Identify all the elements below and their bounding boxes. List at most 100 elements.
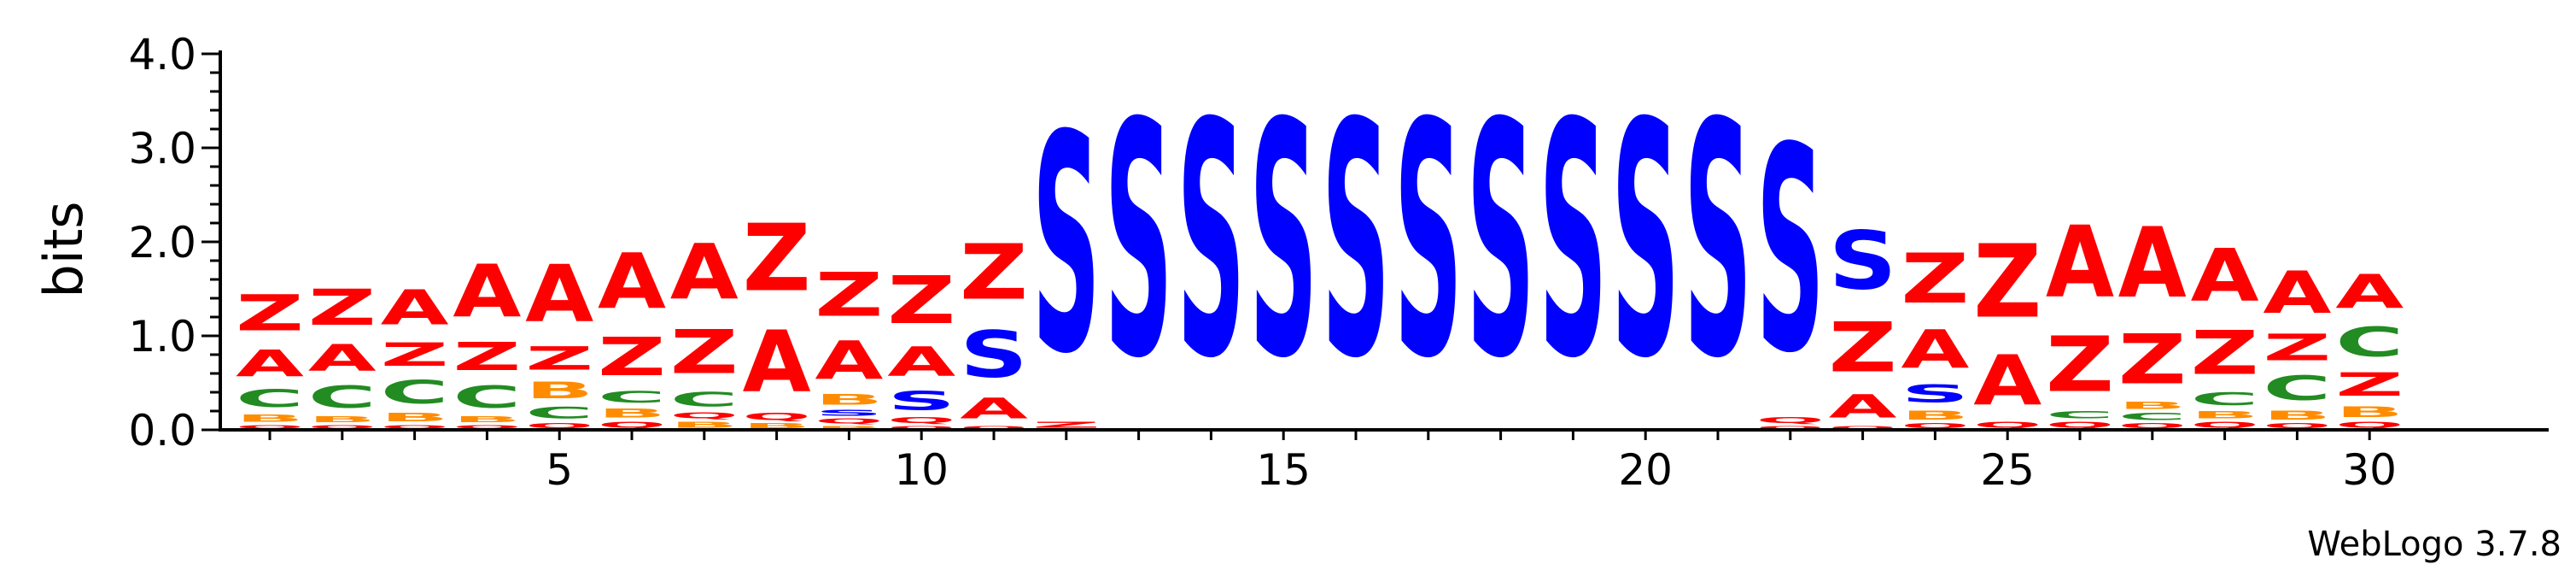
y-tick-label: 4.0 [128,30,196,79]
logo-glyph-a: A [1829,388,1897,426]
logo-glyph-a: A [2046,206,2114,320]
logo-glyph-z: Z [815,260,883,330]
logo-glyph-c: C [2335,319,2404,366]
logo-glyph-a: A [453,250,521,335]
x-tick-label: 15 [1256,445,1311,495]
logo-glyphs: QBCAZQBCAZQBCZAQBCZAQCBZAQBCZABQCZABQAZB… [236,56,2404,430]
logo-axes: 0.0 1.0 2.0 3.0 4.0 5 10 15 20 25 30 [128,30,2549,495]
logo-glyph-b: B [236,413,304,424]
logo-glyph-a: A [2118,208,2187,320]
x-tick-label: 5 [546,445,573,495]
logo-glyph-z: Z [1032,420,1101,430]
logo-glyph-z: Z [2046,320,2114,409]
y-tick-label: 0.0 [128,406,196,455]
logo-glyph-a: A [2335,265,2404,319]
logo-glyph-s: S [1611,56,1679,430]
logo-glyph-c: C [453,379,521,414]
logo-glyph-q: Q [960,425,1028,430]
logo-glyph-s: S [1322,56,1390,430]
logo-glyph-q: Q [1756,425,1825,430]
logo-glyph-q: Q [815,418,883,426]
logo-glyph-c: C [308,379,377,414]
logo-glyph-s: S [1756,87,1825,414]
logo-glyph-a: A [1973,340,2042,420]
logo-glyph-z: Z [453,334,521,379]
logo-glyph-z: Z [236,285,304,343]
logo-glyph-s: S [815,408,883,418]
logo-glyph-z: Z [743,205,811,313]
logo-glyph-q: Q [2046,420,2114,430]
logo-glyph-s: S [1467,56,1535,430]
logo-glyph-s: S [887,386,955,416]
logo-glyph-q: Q [2263,422,2331,430]
logo-glyph-q: Q [1829,425,1897,430]
logo-glyph-z: Z [2191,318,2259,388]
logo-glyph-a: A [1901,320,1969,380]
logo-glyph-s: S [1539,56,1607,430]
logo-glyph-c: C [2263,369,2331,408]
logo-glyph-z: Z [525,340,593,377]
logo-glyph-c: C [525,403,593,422]
logo-glyph-z: Z [381,337,449,373]
logo-glyph-q: Q [743,411,811,422]
logo-glyph-b: B [670,420,739,430]
logo-glyph-q: Q [525,422,593,430]
logo-glyph-b: B [815,426,883,431]
logo-glyph-a: A [598,237,666,326]
logo-glyph-q: Q [308,424,377,430]
logo-glyph-c: C [2118,411,2187,422]
logo-glyph-c: C [2046,409,2114,420]
logo-glyph-s: S [1177,56,1245,430]
logo-glyph-s: S [1829,214,1897,309]
logo-glyph-s: S [1901,380,1969,408]
logo-glyph-z: Z [960,228,1028,317]
logo-glyph-b: B [381,411,449,424]
logo-glyph-b: B [2118,400,2187,411]
logo-glyph-b: B [743,422,811,430]
logo-glyph-s: S [1394,56,1463,430]
logo-glyph-q: Q [236,424,304,430]
logo-glyph-s: S [1032,73,1101,420]
logo-glyph-z: Z [1901,239,1969,319]
y-axis-label: bits [32,201,95,297]
y-tick-label: 3.0 [128,124,196,173]
logo-glyph-q: Q [670,411,739,420]
logo-glyph-q: Q [2191,420,2259,430]
logo-glyph-q: Q [887,425,955,430]
logo-glyph-a: A [236,343,304,385]
logo-glyph-a: A [743,312,811,410]
logo-glyph-z: Z [1973,223,2042,340]
logo-glyph-a: A [960,393,1028,426]
logo-glyph-a: A [381,279,450,336]
logo-glyph-a: A [2191,234,2259,319]
x-tick-label: 25 [1980,445,2035,495]
logo-glyph-a: A [815,331,883,391]
logo-glyph-q: Q [1973,420,2042,430]
logo-glyph-a: A [525,249,593,340]
logo-glyph-b: B [525,378,593,404]
logo-glyph-s: S [960,318,1028,392]
logo-glyph-q: Q [598,420,666,430]
logo-glyph-b: B [2335,403,2404,420]
logo-glyph-c: C [670,388,739,411]
logo-glyph-q: Q [453,424,521,430]
logo-glyph-b: B [308,414,377,424]
logo-glyph-c: C [598,388,666,407]
logo-glyph-z: Z [1829,308,1897,387]
logo-glyph-z: Z [887,262,955,338]
y-tick-label: 2.0 [128,218,196,267]
logo-glyph-b: B [453,414,521,424]
logo-glyph-a: A [308,337,377,379]
logo-glyph-c: C [236,385,304,413]
logo-glyph-q: Q [381,424,449,430]
y-tick-label: 1.0 [128,312,196,361]
logo-glyph-z: Z [2263,326,2331,369]
logo-glyph-q: Q [2335,420,2404,430]
logo-glyph-z: Z [308,279,377,337]
logo-glyph-a: A [887,338,955,385]
logo-glyph-q: Q [887,416,955,426]
logo-glyph-c: C [381,373,449,411]
logo-glyph-q: Q [1901,422,1969,430]
logo-glyph-s: S [1249,56,1317,430]
